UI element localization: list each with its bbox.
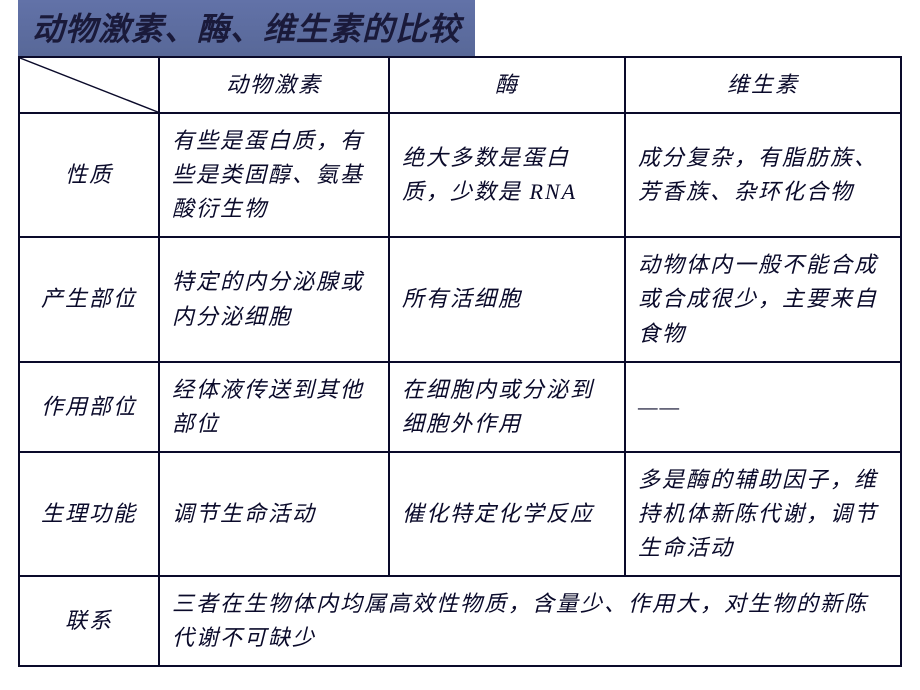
table-row: 生理功能 调节生命活动 催化特定化学反应 多是酶的辅助因子，维持机体新陈代谢，调…	[19, 452, 901, 576]
row-head-nature: 性质	[19, 113, 159, 237]
row-head-function: 生理功能	[19, 452, 159, 576]
comparison-table: 动物激素 酶 维生素 性质 有些是蛋白质，有些是类固醇、氨基酸衍生物 绝大多数是…	[18, 56, 902, 667]
table-header-row: 动物激素 酶 维生素	[19, 57, 901, 113]
page-title-bar: 动物激素、酶、维生素的比较	[18, 0, 475, 56]
row-head-action-site: 作用部位	[19, 362, 159, 452]
table-row: 联系 三者在生物体内均属高效性物质，含量少、作用大，对生物的新陈代谢不可缺少	[19, 576, 901, 666]
cell: 经体液传送到其他部位	[159, 362, 389, 452]
header-corner-cell	[19, 57, 159, 113]
cell: 所有活细胞	[389, 237, 625, 361]
table-row: 作用部位 经体液传送到其他部位 在细胞内或分泌到细胞外作用 ——	[19, 362, 901, 452]
cell: 催化特定化学反应	[389, 452, 625, 576]
cell: 特定的内分泌腺或内分泌细胞	[159, 237, 389, 361]
cell: 在细胞内或分泌到细胞外作用	[389, 362, 625, 452]
cell-merged: 三者在生物体内均属高效性物质，含量少、作用大，对生物的新陈代谢不可缺少	[159, 576, 901, 666]
table-row: 产生部位 特定的内分泌腺或内分泌细胞 所有活细胞 动物体内一般不能合成或合成很少…	[19, 237, 901, 361]
cell: 调节生命活动	[159, 452, 389, 576]
cell: 多是酶的辅助因子，维持机体新陈代谢，调节生命活动	[625, 452, 901, 576]
page-title: 动物激素、酶、维生素的比较	[32, 11, 461, 47]
cell: 绝大多数是蛋白质，少数是 RNA	[389, 113, 625, 237]
diagonal-slash-icon	[20, 58, 158, 112]
col-header-vitamin: 维生素	[625, 57, 901, 113]
row-head-relation: 联系	[19, 576, 159, 666]
col-header-hormone: 动物激素	[159, 57, 389, 113]
row-head-origin: 产生部位	[19, 237, 159, 361]
cell: 成分复杂，有脂肪族、芳香族、杂环化合物	[625, 113, 901, 237]
cell: 有些是蛋白质，有些是类固醇、氨基酸衍生物	[159, 113, 389, 237]
table-row: 性质 有些是蛋白质，有些是类固醇、氨基酸衍生物 绝大多数是蛋白质，少数是 RNA…	[19, 113, 901, 237]
cell-empty: ——	[625, 362, 901, 452]
col-header-enzyme: 酶	[389, 57, 625, 113]
cell: 动物体内一般不能合成或合成很少，主要来自食物	[625, 237, 901, 361]
